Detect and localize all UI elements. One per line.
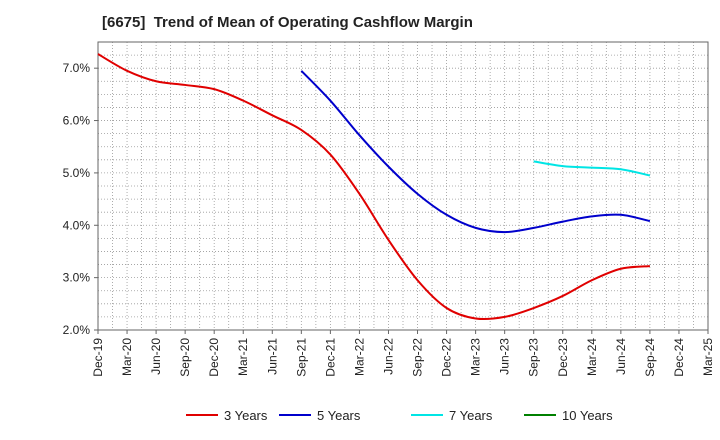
x-tick-label: Dec-20 bbox=[207, 338, 221, 377]
x-tick-label: Jun-23 bbox=[498, 338, 512, 375]
y-tick-label: 7.0% bbox=[63, 61, 91, 75]
x-tick-label: Dec-19 bbox=[91, 338, 105, 377]
series-layer bbox=[97, 53, 651, 321]
y-tick-label: 4.0% bbox=[63, 218, 91, 232]
legend-label-10-years: 10 Years bbox=[562, 408, 613, 423]
plot-area-border bbox=[97, 41, 709, 331]
x-tick-label: Jun-20 bbox=[149, 338, 163, 375]
y-tick-label: 2.0% bbox=[63, 323, 91, 337]
legend-label-3-years: 3 Years bbox=[224, 408, 268, 423]
x-tick-label: Dec-23 bbox=[556, 338, 570, 377]
x-tick-label: Jun-24 bbox=[614, 338, 628, 375]
series-line-5-years bbox=[300, 70, 651, 234]
x-tick-label: Sep-23 bbox=[527, 338, 541, 377]
series-line-3-years bbox=[97, 53, 650, 321]
legend-label-5-years: 5 Years bbox=[317, 408, 361, 423]
x-tick-label: Jun-22 bbox=[381, 338, 395, 375]
y-tick-label: 3.0% bbox=[63, 271, 91, 285]
grid-layer bbox=[98, 42, 708, 330]
legend-label-7-years: 7 Years bbox=[449, 408, 493, 423]
legend: 3 Years 5 Years 7 Years 10 Years bbox=[186, 408, 613, 423]
x-tick-label: Mar-23 bbox=[469, 338, 483, 376]
y-tick-label: 5.0% bbox=[63, 166, 91, 180]
x-tick-label: Sep-21 bbox=[294, 338, 308, 377]
x-tick-label: Sep-20 bbox=[178, 338, 192, 377]
x-tick-label: Mar-25 bbox=[701, 338, 715, 376]
axis-layer: 2.0% 3.0% 4.0% 5.0% 6.0% 7.0% Dec-19 Mar-20 Jun-… bbox=[63, 41, 715, 377]
x-tick-label: Sep-24 bbox=[643, 338, 657, 377]
x-tick-label: Sep-22 bbox=[411, 338, 425, 377]
x-tick-label: Dec-22 bbox=[440, 338, 454, 377]
x-tick-label: Mar-24 bbox=[585, 338, 599, 376]
x-tick-label: Mar-21 bbox=[236, 338, 250, 376]
x-tick-label: Dec-21 bbox=[323, 338, 337, 377]
series-line-7-years bbox=[533, 160, 651, 177]
x-tick-label: Jun-21 bbox=[265, 338, 279, 375]
y-tick-label: 6.0% bbox=[63, 114, 91, 128]
x-tick-label: Dec-24 bbox=[672, 338, 686, 377]
chart-title: [6675] Trend of Mean of Operating Cashfl… bbox=[102, 14, 473, 31]
x-tick-label: Mar-22 bbox=[352, 338, 366, 376]
x-tick-label: Mar-20 bbox=[120, 338, 134, 376]
